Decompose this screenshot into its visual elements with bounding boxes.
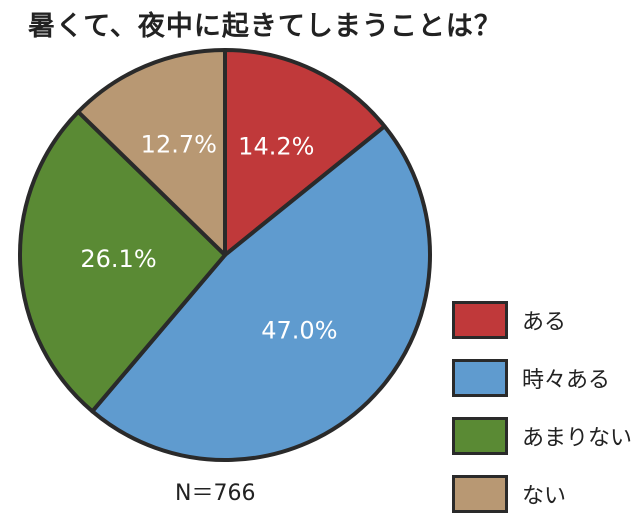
legend-item-tokidoki-aru: 時々ある xyxy=(452,358,632,398)
slice-tokidoki-aru xyxy=(90,124,432,462)
slice-label-aru: 14.2% xyxy=(238,133,314,161)
slice-aru xyxy=(223,48,387,257)
legend-label-tokidoki-aru: 時々ある xyxy=(522,368,611,393)
legend-item-aru: ある xyxy=(452,300,632,340)
legend-swatch-tokidoki-aru xyxy=(452,359,508,397)
legend-label-amari-nai: あまりない xyxy=(522,426,633,451)
slice-label-nai: 12.7% xyxy=(141,130,217,158)
legend-label-aru: ある xyxy=(522,310,567,335)
legend-swatch-nai xyxy=(452,475,508,513)
legend-swatch-amari-nai xyxy=(452,417,508,455)
legend-item-nai: ない xyxy=(452,474,632,514)
chart-title: 暑くて、夜中に起きてしまうことは？ xyxy=(28,11,502,42)
slice-nai xyxy=(76,48,227,257)
slice-amari-nai xyxy=(18,109,227,414)
pie-chart: 14.2% 47.0% 26.1% 12.7% xyxy=(18,48,432,462)
slice-label-amari-nai: 26.1% xyxy=(80,245,156,273)
legend-swatch-aru xyxy=(452,301,508,339)
legend: ある 時々ある あまりない ない xyxy=(452,300,632,532)
legend-item-amari-nai: あまりない xyxy=(452,416,632,456)
sample-size-note: N＝766 xyxy=(175,481,256,506)
slice-label-tokidoki-aru: 47.0% xyxy=(261,316,337,344)
legend-label-nai: ない xyxy=(522,484,567,509)
